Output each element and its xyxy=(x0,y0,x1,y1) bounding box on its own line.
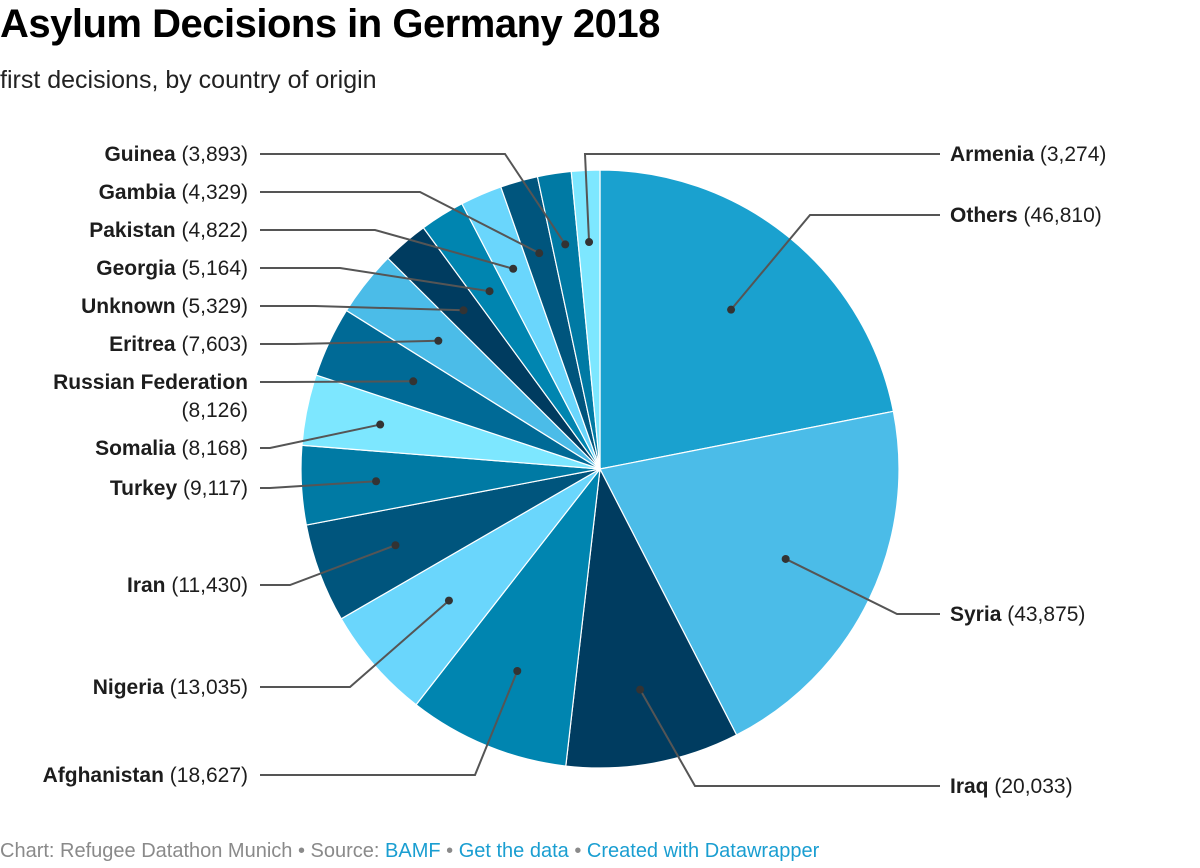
footer-separator: • xyxy=(568,840,587,862)
leader-dot-armenia xyxy=(585,238,594,247)
slice-label-name: Armenia xyxy=(950,143,1034,166)
slice-label-russian-federation: Russian Federation (8,126) xyxy=(53,371,248,422)
leader-line-iraq xyxy=(639,689,940,787)
slice-label-others: Others (46,810) xyxy=(950,204,1102,227)
slice-label-value: (8,126) xyxy=(181,399,248,422)
leader-dot-iraq xyxy=(636,685,645,694)
leader-line-russian-federation xyxy=(260,380,414,383)
slice-label-value: (18,627) xyxy=(164,764,248,787)
slice-label-value: (4,329) xyxy=(176,181,248,204)
leader-dot-turkey xyxy=(372,477,381,486)
slice-label-turkey: Turkey (9,117) xyxy=(110,477,248,500)
datawrapper-link[interactable]: Created with Datawrapper xyxy=(586,840,820,862)
slice-labels: Others (46,810) Syria (43,875) Iraq (20,03… xyxy=(43,143,1107,798)
leader-line-nigeria xyxy=(260,599,450,688)
slice-label-guinea: Guinea (3,893) xyxy=(104,143,248,166)
leader-line-turkey xyxy=(260,480,377,489)
slice-label-value: (8,168) xyxy=(176,437,248,460)
slice-label-armenia: Armenia (3,274) xyxy=(950,143,1106,166)
slice-label-value: (13,035) xyxy=(164,676,248,699)
footer-separator: • Source: xyxy=(292,840,386,862)
leader-dot-somalia xyxy=(376,420,385,429)
pie-slice-iraq xyxy=(565,466,738,769)
source-link[interactable]: BAMF xyxy=(385,840,441,862)
slice-label-name: Gambia xyxy=(99,181,176,204)
leader-line-guinea xyxy=(260,153,567,245)
slice-label-name: Russian Federation xyxy=(53,371,248,394)
chart-subtitle: first decisions, by country of origin xyxy=(0,66,377,94)
slice-label-value: (43,875) xyxy=(1001,603,1085,626)
leader-line-syria xyxy=(785,558,940,615)
slice-label-value: (5,329) xyxy=(176,295,248,318)
leader-dot-iran xyxy=(391,541,400,550)
leader-line-others xyxy=(730,214,940,311)
slice-label-value: (46,810) xyxy=(1018,204,1102,227)
slice-label-georgia: Georgia (5,164) xyxy=(96,257,248,280)
slice-label-name: Iraq xyxy=(950,775,989,798)
leader-dot-nigeria xyxy=(444,596,453,605)
slice-label-name: Georgia xyxy=(96,257,176,280)
slice-label-name: Others xyxy=(950,204,1018,227)
slice-label-name: Eritrea xyxy=(109,333,176,356)
slice-label-name: Afghanistan xyxy=(43,764,164,787)
leader-line-eritrea xyxy=(260,339,439,345)
slice-label-name: Turkey xyxy=(110,477,178,500)
slice-label-value: (3,893) xyxy=(176,143,248,166)
chart-title: Asylum Decisions in Germany 2018 xyxy=(0,2,660,46)
leader-dot-gambia xyxy=(535,249,544,258)
leader-dot-russian-federation xyxy=(409,377,418,386)
slice-label-afghanistan: Afghanistan (18,627) xyxy=(43,764,248,787)
chart-credit: Chart: Refugee Datathon Munich xyxy=(0,840,293,862)
leader-lines xyxy=(260,153,940,787)
leader-dot-others xyxy=(727,305,736,314)
slice-label-value: (3,274) xyxy=(1034,143,1106,166)
slice-label-name: Somalia xyxy=(95,437,176,460)
leader-line-gambia xyxy=(260,191,540,255)
get-the-data-link[interactable]: Get the data xyxy=(458,840,569,862)
leader-line-afghanistan xyxy=(260,670,519,776)
leader-dot-guinea xyxy=(561,240,570,249)
leader-line-armenia xyxy=(583,153,940,243)
slice-label-iraq: Iraq (20,033) xyxy=(950,775,1073,798)
leader-dot-syria xyxy=(781,554,790,563)
slice-label-name: Unknown xyxy=(81,295,176,318)
leader-dot-pakistan xyxy=(509,264,518,273)
leader-dot-georgia xyxy=(485,287,494,296)
slice-label-nigeria: Nigeria (13,035) xyxy=(93,676,248,699)
leader-line-unknown xyxy=(260,305,464,312)
slice-label-value: (9,117) xyxy=(177,477,248,500)
leader-dot-eritrea xyxy=(434,336,443,345)
leader-line-iran xyxy=(260,544,396,586)
leader-dot-unknown xyxy=(459,306,468,315)
slice-label-pakistan: Pakistan (4,822) xyxy=(89,219,248,242)
slice-label-iran: Iran (11,430) xyxy=(127,574,248,597)
slice-label-somalia: Somalia (8,168) xyxy=(95,437,248,460)
slice-label-value: (5,164) xyxy=(176,257,248,280)
slice-label-name: Iran xyxy=(127,574,166,597)
pie-slices xyxy=(300,169,900,769)
slice-label-name: Guinea xyxy=(104,143,176,166)
slice-label-value: (11,430) xyxy=(166,574,249,597)
chart-footer: Chart: Refugee Datathon Munich • Source:… xyxy=(0,840,819,863)
slice-label-value: (20,033) xyxy=(989,775,1073,798)
slice-label-syria: Syria (43,875) xyxy=(950,603,1085,626)
footer-separator: • xyxy=(440,840,459,862)
leader-line-georgia xyxy=(260,267,490,293)
slice-label-gambia: Gambia (4,329) xyxy=(99,181,248,204)
slice-label-name: Nigeria xyxy=(93,676,165,699)
leader-line-pakistan xyxy=(260,229,514,270)
leader-dot-afghanistan xyxy=(513,666,522,675)
slice-label-value: (7,603) xyxy=(176,333,248,356)
slice-label-name: Pakistan xyxy=(89,219,175,242)
slice-label-eritrea: Eritrea (7,603) xyxy=(109,333,248,356)
leader-line-somalia xyxy=(260,423,381,449)
slice-label-value: (4,822) xyxy=(176,219,248,242)
slice-label-name: Syria xyxy=(950,603,1002,626)
slice-label-unknown: Unknown (5,329) xyxy=(81,295,248,318)
